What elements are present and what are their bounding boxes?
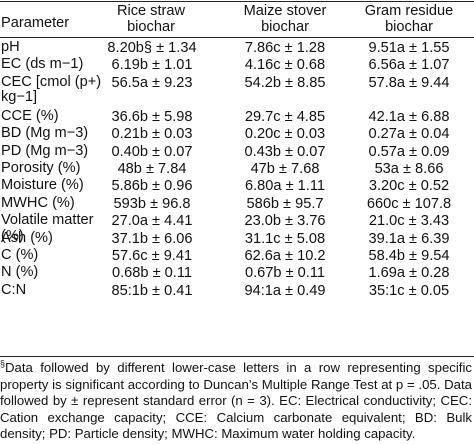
rice-straw-value: 0.21b ± 0.03 <box>111 126 193 143</box>
rice-straw-value: 27.0a ± 4.41 <box>111 213 193 230</box>
row-parameter-name: EC (ds m−1) <box>1 56 84 73</box>
gram-residue-value: 3.20c ± 0.52 <box>368 178 450 195</box>
maize-stover-value: 94:1a ± 0.49 <box>244 282 326 299</box>
rice-straw-value: 0.40b ± 0.07 <box>111 143 193 160</box>
table-row: CCE (%) 36.6b ± 5.98 29.7c ± 4.85 42.1a ± 6… <box>0 107 474 126</box>
row-parameter-name: Volatile matter (%) <box>1 212 94 244</box>
row-parameter-name: pH <box>1 39 20 55</box>
row-parameter-name: PD (Mg m−3) <box>1 142 89 159</box>
header-gram-residue: Gram residue biochar <box>344 3 474 35</box>
row-parameter-name: CEC [cmol (p+) kg−1] <box>1 73 102 106</box>
gram-residue-value: 9.51a ± 1.55 <box>368 40 450 56</box>
gram-residue-value: 58.4b ± 9.54 <box>368 247 450 264</box>
table-row: C (%) 57.6c ± 9.41 62.6a ± 10.2 58.4b ± 9.5… <box>0 246 474 265</box>
maize-stover-value: 4.16c ± 0.68 <box>244 57 326 74</box>
row-parameter-name: MWHC (%) <box>1 194 75 211</box>
table-row: EC (ds m−1) 6.19b ± 1.01 4.16c ± 0.68 6.56a… <box>0 57 474 74</box>
header-gram-residue-line1: Gram residue <box>364 3 454 19</box>
header-rice-straw: Rice straw biochar <box>86 3 216 35</box>
gram-residue-value: 42.1a ± 6.88 <box>368 108 450 125</box>
table-row: Volatile matter (%) 27.0a ± 4.41 23.0b ± 3… <box>0 212 474 243</box>
gram-residue-value: 660c ± 107.8 <box>366 195 452 212</box>
maize-stover-value: 586b ± 95.7 <box>246 195 324 212</box>
table-row: C:N 85:1b ± 0.41 94:1a ± 0.49 35:1c ± 0.05 <box>0 281 474 300</box>
header-maize-stover: Maize stover biochar <box>220 3 350 35</box>
header-gram-residue-line2: biochar <box>385 19 433 35</box>
gram-residue-value: 21.0c ± 3.43 <box>368 213 450 230</box>
gram-residue-value: 35:1c ± 0.05 <box>368 282 450 299</box>
table-row: MWHC (%) 593b ± 96.8 586b ± 95.7 660c ± 107… <box>0 194 474 213</box>
row-parameter-name: Moisture (%) <box>1 177 84 194</box>
maize-stover-value: 47b ± 7.68 <box>250 160 320 177</box>
rice-straw-value: 5.86b ± 0.96 <box>111 178 193 195</box>
maize-stover-value: 23.0b ± 3.76 <box>244 213 326 230</box>
rice-straw-value: 56.5a ± 9.23 <box>111 74 193 91</box>
gram-residue-value: 53a ± 8.66 <box>374 160 444 177</box>
maize-stover-value: 0.43b ± 0.07 <box>244 143 326 160</box>
table-header-rule <box>0 37 474 38</box>
rice-straw-value: 48b ± 7.84 <box>117 160 187 177</box>
rice-straw-value: 85:1b ± 0.41 <box>111 282 193 299</box>
table-row: pH 8.20b§ ± 1.34 7.86c ± 1.28 9.51a ± 1.55 <box>0 39 474 57</box>
maize-stover-value: 6.80a ± 1.11 <box>245 178 325 195</box>
footnote-marker: § <box>0 358 6 369</box>
header-maize-stover-line1: Maize stover <box>243 3 327 19</box>
table-body: pH 8.20b§ ± 1.34 7.86c ± 1.28 9.51a ± 1.55 E… <box>0 39 474 300</box>
table-row: Moisture (%) 5.86b ± 0.96 6.80a ± 1.11 3.20… <box>0 178 474 195</box>
gram-residue-value: 39.1a ± 6.39 <box>368 230 450 247</box>
header-rice-straw-line2: biochar <box>127 19 175 35</box>
header-rice-straw-line1: Rice straw <box>116 3 186 19</box>
row-parameter-name: C:N <box>1 281 27 298</box>
rice-straw-value: 593b ± 96.8 <box>113 195 191 212</box>
table-row: CEC [cmol (p+) kg−1] 56.5a ± 9.23 54.2b ± … <box>0 73 474 109</box>
maize-stover-value: 62.6a ± 10.2 <box>244 247 326 264</box>
table-footnote: §Data followed by different lower-case l… <box>0 358 472 443</box>
row-parameter-name: N (%) <box>1 264 39 281</box>
table-bottom-rule <box>0 356 474 357</box>
gram-residue-value: 0.27a ± 0.04 <box>368 126 450 143</box>
table-row: N (%) 0.68b ± 0.11 0.67b ± 0.11 1.69a ± 0.2… <box>0 265 474 282</box>
table-row: Porosity (%) 48b ± 7.84 47b ± 7.68 53a ± 8.… <box>0 159 474 178</box>
table-row: BD (Mg m−3) 0.21b ± 0.03 0.20c ± 0.03 0.27a… <box>0 126 474 143</box>
maize-stover-value: 7.86c ± 1.28 <box>244 40 326 56</box>
rice-straw-value: 36.6b ± 5.98 <box>111 108 193 125</box>
rice-straw-value: 37.1b ± 6.06 <box>111 230 193 247</box>
maize-stover-value: 31.1c ± 5.08 <box>244 230 326 247</box>
rice-straw-value: 6.19b ± 1.01 <box>111 57 193 74</box>
gram-residue-value: 6.56a ± 1.07 <box>368 57 450 74</box>
maize-stover-value: 0.20c ± 0.03 <box>244 126 326 143</box>
row-parameter-name: C (%) <box>1 246 39 263</box>
rice-straw-value: 57.6c ± 9.41 <box>111 247 193 264</box>
table-row: PD (Mg m−3) 0.40b ± 0.07 0.43b ± 0.07 0.57a… <box>0 142 474 161</box>
maize-stover-value: 29.7c ± 4.85 <box>244 108 326 125</box>
gram-residue-value: 1.69a ± 0.28 <box>368 265 450 282</box>
maize-stover-value: 54.2b ± 8.85 <box>244 74 326 91</box>
table-header: Parameter Rice straw biochar Maize stove… <box>0 3 474 37</box>
footnote-text: Data followed by different lower-case le… <box>0 360 472 442</box>
row-parameter-name: CCE (%) <box>1 107 59 124</box>
header-maize-stover-line2: biochar <box>261 19 309 35</box>
header-parameter: Parameter <box>1 15 70 31</box>
table-top-rule <box>0 1 474 2</box>
row-parameter-name: Ash (%) <box>1 229 53 246</box>
row-parameter-name: BD (Mg m−3) <box>1 125 89 142</box>
row-parameter-name: Porosity (%) <box>1 159 81 176</box>
gram-residue-value: 0.57a ± 0.09 <box>368 143 450 160</box>
gram-residue-value: 57.8a ± 9.44 <box>368 74 450 91</box>
maize-stover-value: 0.67b ± 0.11 <box>245 265 325 282</box>
table-row: Ash (%) 37.1b ± 6.06 31.1c ± 5.08 39.1a ± 6… <box>0 229 474 248</box>
rice-straw-value: 0.68b ± 0.11 <box>112 265 192 282</box>
rice-straw-value: 8.20b§ ± 1.34 <box>107 40 197 56</box>
